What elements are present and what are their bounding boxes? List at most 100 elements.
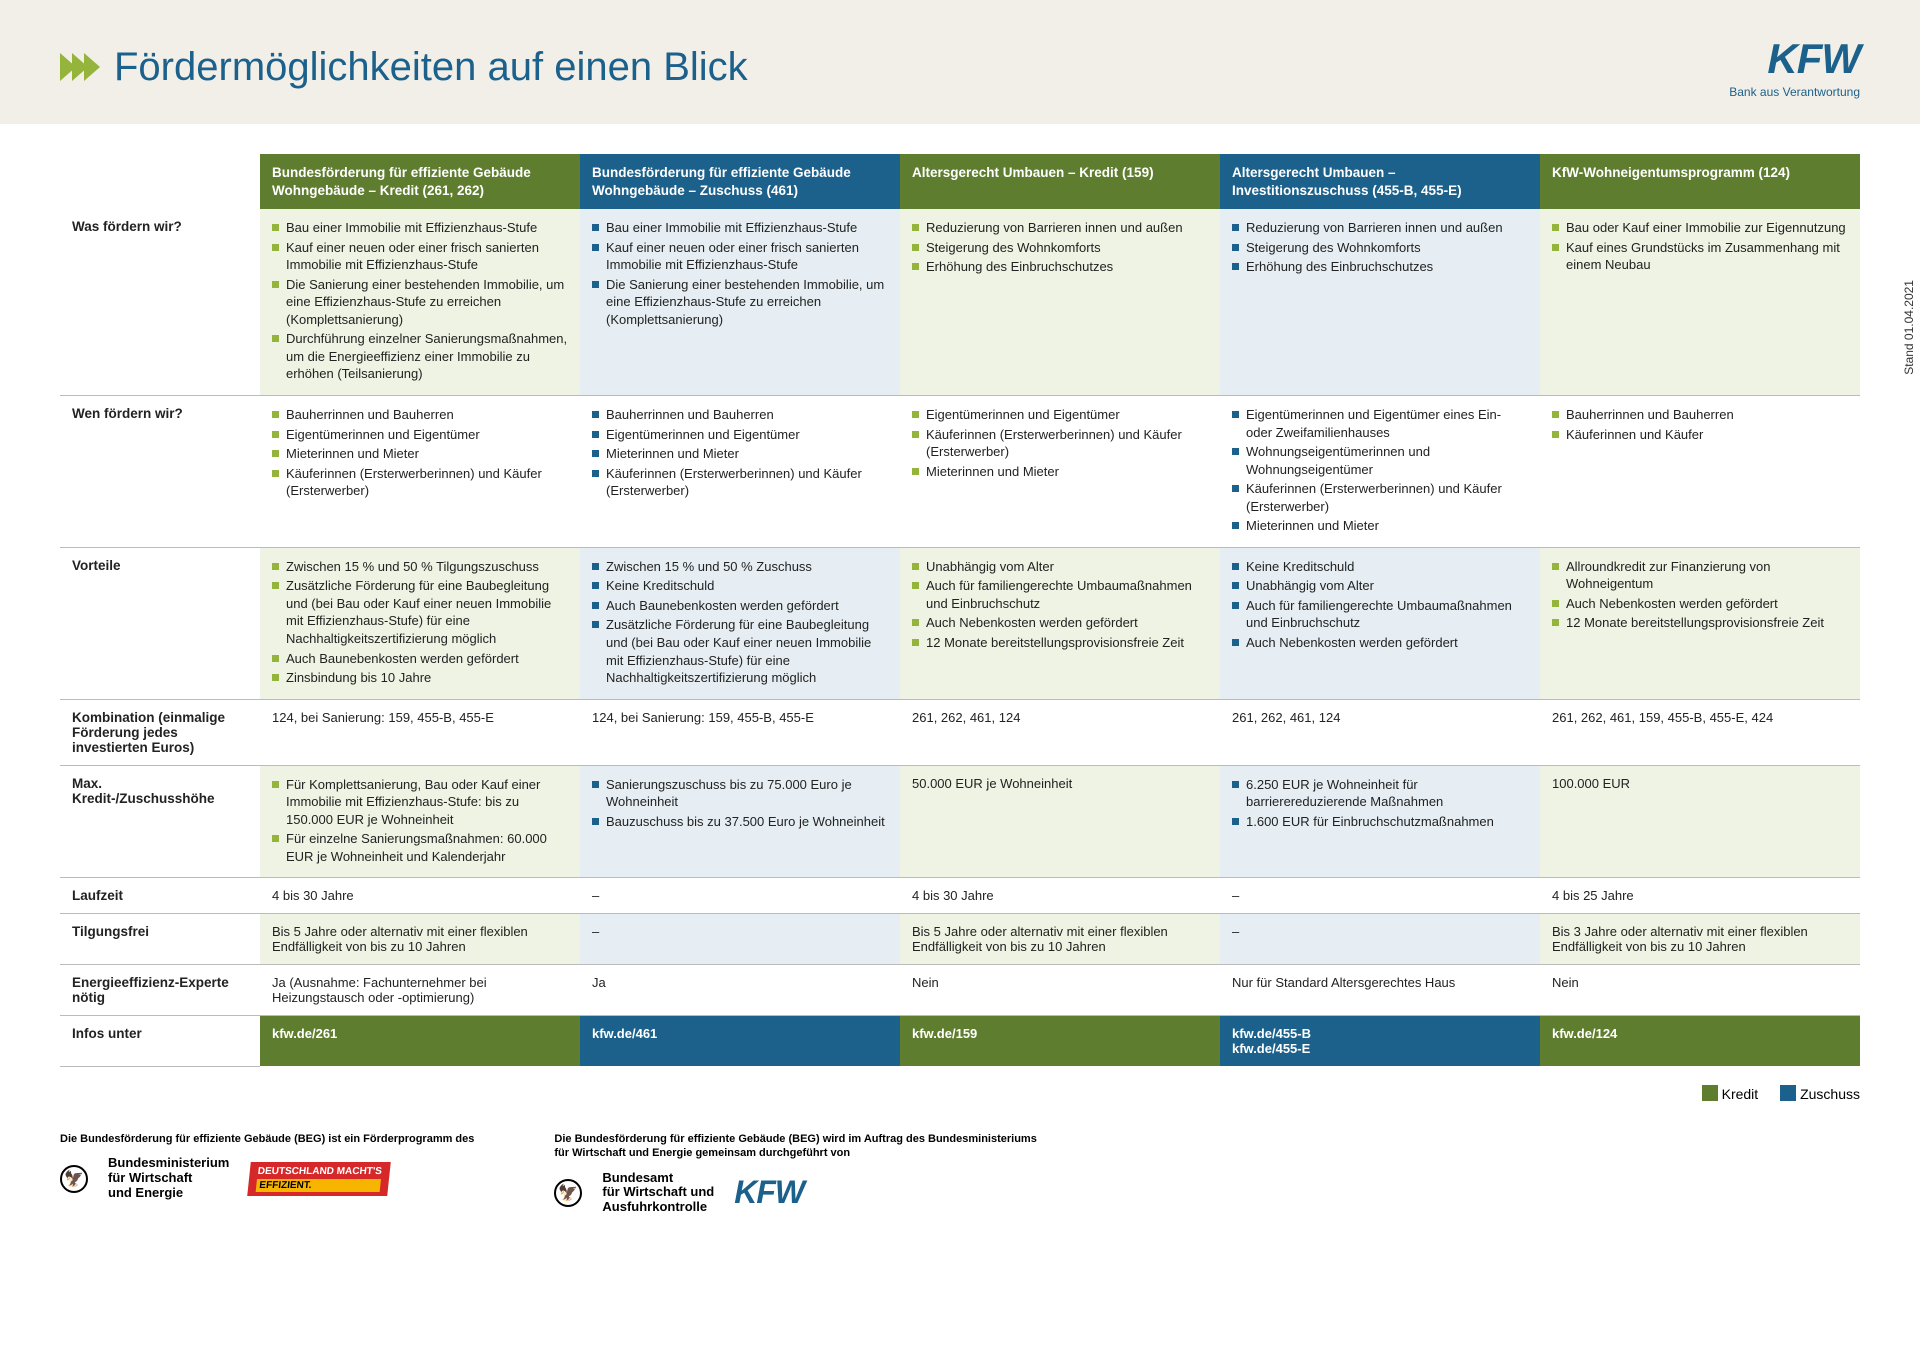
table-cell: Ja (Ausnahme: Fachunternehmer bei Heizun…: [260, 965, 580, 1016]
bullet-item: Steigerung des Wohnkomforts: [912, 239, 1208, 257]
table-cell: –: [1220, 878, 1540, 914]
row-label: Max. Kredit-/Zuschusshöhe: [60, 765, 260, 878]
bullet-item: Allroundkredit zur Finanzierung von Wohn…: [1552, 558, 1848, 593]
table-cell: Ja: [580, 965, 900, 1016]
table-cell: –: [1220, 914, 1540, 965]
comparison-table: Bundesförderung für effiziente Gebäude W…: [60, 154, 1860, 1067]
bullet-item: Kauf eines Grundstücks im Zusammenhang m…: [1552, 239, 1848, 274]
bullet-item: Käuferinnen (Ersterwerberinnen) und Käuf…: [912, 426, 1208, 461]
bullet-item: Bau oder Kauf einer Immobilie zur Eigenn…: [1552, 219, 1848, 237]
column-header: Bundesförderung für effiziente Gebäude W…: [260, 154, 580, 209]
bullet-item: Die Sanierung einer bestehenden Immobili…: [272, 276, 568, 329]
bullet-item: Keine Kreditschuld: [592, 577, 888, 595]
bullet-item: Reduzierung von Barrieren innen und auße…: [912, 219, 1208, 237]
footer-logos: Die Bundesförderung für effiziente Gebäu…: [60, 1132, 1860, 1215]
table-cell: –: [580, 914, 900, 965]
table-cell: Reduzierung von Barrieren innen und auße…: [900, 209, 1220, 395]
row-label: Infos unter: [60, 1016, 260, 1067]
legend: Kredit Zuschuss: [60, 1085, 1860, 1102]
table-cell: Nein: [900, 965, 1220, 1016]
table-cell: Zwischen 15 % und 50 % TilgungszuschussZ…: [260, 547, 580, 699]
bullet-item: Mieterinnen und Mieter: [912, 463, 1208, 481]
bullet-item: Wohnungseigentümerinnen und Wohnungseige…: [1232, 443, 1528, 478]
bullet-item: Käuferinnen (Ersterwerberinnen) und Käuf…: [592, 465, 888, 500]
bullet-item: Zusätzliche Förderung für eine Baubeglei…: [272, 577, 568, 647]
row-label: Tilgungsfrei: [60, 914, 260, 965]
bullet-item: Mieterinnen und Mieter: [1232, 517, 1528, 535]
table-cell: 4 bis 30 Jahre: [900, 878, 1220, 914]
bullet-item: Die Sanierung einer bestehenden Immobili…: [592, 276, 888, 329]
bullet-item: 12 Monate bereitstellungsprovisionsfreie…: [912, 634, 1208, 652]
bullet-item: Erhöhung des Einbruchschutzes: [912, 258, 1208, 276]
bullet-item: Reduzierung von Barrieren innen und auße…: [1232, 219, 1528, 237]
bullet-item: Bauherrinnen und Bauherren: [272, 406, 568, 424]
bullet-item: Erhöhung des Einbruchschutzes: [1232, 258, 1528, 276]
table-cell: Sanierungszuschuss bis zu 75.000 Euro je…: [580, 765, 900, 878]
table-cell: 261, 262, 461, 124: [1220, 699, 1540, 765]
legend-swatch-zuschuss: [1780, 1085, 1796, 1101]
kfw-mini-logo: KFW: [734, 1174, 804, 1211]
date-stamp: Stand 01.04.2021: [1902, 280, 1916, 375]
bullet-item: 6.250 EUR je Wohneinheit für barrierered…: [1232, 776, 1528, 811]
bullet-item: Auch Baunebenkosten werden gefördert: [272, 650, 568, 668]
bullet-item: Auch Nebenkosten werden gefördert: [912, 614, 1208, 632]
bullet-item: Zwischen 15 % und 50 % Zuschuss: [592, 558, 888, 576]
table-cell: –: [580, 878, 900, 914]
table-cell: 261, 262, 461, 124: [900, 699, 1220, 765]
bullet-item: Unabhängig vom Alter: [912, 558, 1208, 576]
info-link-cell: kfw.de/159: [900, 1016, 1220, 1067]
bullet-item: Eigentümerinnen und Eigentümer: [272, 426, 568, 444]
info-link-cell: kfw.de/461: [580, 1016, 900, 1067]
bullet-item: Auch für familiengerechte Umbaumaßnahmen…: [912, 577, 1208, 612]
bullet-item: Kauf einer neuen oder einer frisch sanie…: [272, 239, 568, 274]
bullet-item: Sanierungszuschuss bis zu 75.000 Euro je…: [592, 776, 888, 811]
table-cell: Eigentümerinnen und EigentümerKäuferinne…: [900, 396, 1220, 548]
bullet-item: Eigentümerinnen und Eigentümer: [592, 426, 888, 444]
bullet-item: Zwischen 15 % und 50 % Tilgungszuschuss: [272, 558, 568, 576]
kfw-logo: KFW Bank aus Verantwortung: [1729, 35, 1860, 99]
row-label: Laufzeit: [60, 878, 260, 914]
table-cell: Für Komplettsanierung, Bau oder Kauf ein…: [260, 765, 580, 878]
column-header: Altersgerecht Umbauen – Kredit (159): [900, 154, 1220, 209]
row-label: Wen fördern wir?: [60, 396, 260, 548]
table-cell: Bauherrinnen und BauherrenKäuferinnen un…: [1540, 396, 1860, 548]
table-cell: 4 bis 25 Jahre: [1540, 878, 1860, 914]
bullet-item: Käuferinnen (Ersterwerberinnen) und Käuf…: [272, 465, 568, 500]
bullet-item: Für einzelne Sanierungsmaßnahmen: 60.000…: [272, 830, 568, 865]
bullet-item: Zusätzliche Förderung für eine Baubeglei…: [592, 616, 888, 686]
ministry-bafa: Bundesamtfür Wirtschaft undAusfuhrkontro…: [602, 1171, 714, 1216]
table-cell: 6.250 EUR je Wohneinheit für barrierered…: [1220, 765, 1540, 878]
table-cell: Bis 5 Jahre oder alternativ mit einer fl…: [260, 914, 580, 965]
bullet-item: Steigerung des Wohnkomforts: [1232, 239, 1528, 257]
bullet-item: Bau einer Immobilie mit Effizienzhaus-St…: [592, 219, 888, 237]
table-cell: Allroundkredit zur Finanzierung von Wohn…: [1540, 547, 1860, 699]
chevron-icon: [60, 53, 96, 81]
ministry-bmwi: Bundesministeriumfür Wirtschaftund Energ…: [108, 1156, 229, 1201]
bullet-item: Bau einer Immobilie mit Effizienzhaus-St…: [272, 219, 568, 237]
bullet-item: 1.600 EUR für Einbruchschutzmaßnahmen: [1232, 813, 1528, 831]
bullet-item: Bauzuschuss bis zu 37.500 Euro je Wohnei…: [592, 813, 888, 831]
bullet-item: Käuferinnen (Ersterwerberinnen) und Käuf…: [1232, 480, 1528, 515]
table-cell: 100.000 EUR: [1540, 765, 1860, 878]
bullet-item: Für Komplettsanierung, Bau oder Kauf ein…: [272, 776, 568, 829]
column-header: Altersgerecht Umbauen – Investitionszusc…: [1220, 154, 1540, 209]
table-cell: Bis 3 Jahre oder alternativ mit einer fl…: [1540, 914, 1860, 965]
info-link-cell: kfw.de/124: [1540, 1016, 1860, 1067]
bullet-item: 12 Monate bereitstellungsprovisionsfreie…: [1552, 614, 1848, 632]
table-cell: 124, bei Sanierung: 159, 455-B, 455-E: [260, 699, 580, 765]
row-label: Kombination (einmalige Förderung jedes i…: [60, 699, 260, 765]
bullet-item: Auch Baunebenkosten werden gefördert: [592, 597, 888, 615]
bullet-item: Eigentümerinnen und Eigentümer eines Ein…: [1232, 406, 1528, 441]
table-cell: 261, 262, 461, 159, 455-B, 455-E, 424: [1540, 699, 1860, 765]
eagle-icon: 🦅: [554, 1179, 582, 1207]
bullet-item: Auch für familiengerechte Umbaumaßnahmen…: [1232, 597, 1528, 632]
bullet-item: Auch Nebenkosten werden gefördert: [1232, 634, 1528, 652]
table-cell: Eigentümerinnen und Eigentümer eines Ein…: [1220, 396, 1540, 548]
table-cell: 4 bis 30 Jahre: [260, 878, 580, 914]
bullet-item: Bauherrinnen und Bauherren: [1552, 406, 1848, 424]
table-cell: Bauherrinnen und Bauherren Eigentümerinne…: [260, 396, 580, 548]
header-band: Fördermöglichkeiten auf einen Blick KFW …: [0, 0, 1920, 124]
table-cell: Reduzierung von Barrieren innen und auße…: [1220, 209, 1540, 395]
column-header: KfW-Wohneigentumsprogramm (124): [1540, 154, 1860, 209]
eagle-icon: 🦅: [60, 1165, 88, 1193]
